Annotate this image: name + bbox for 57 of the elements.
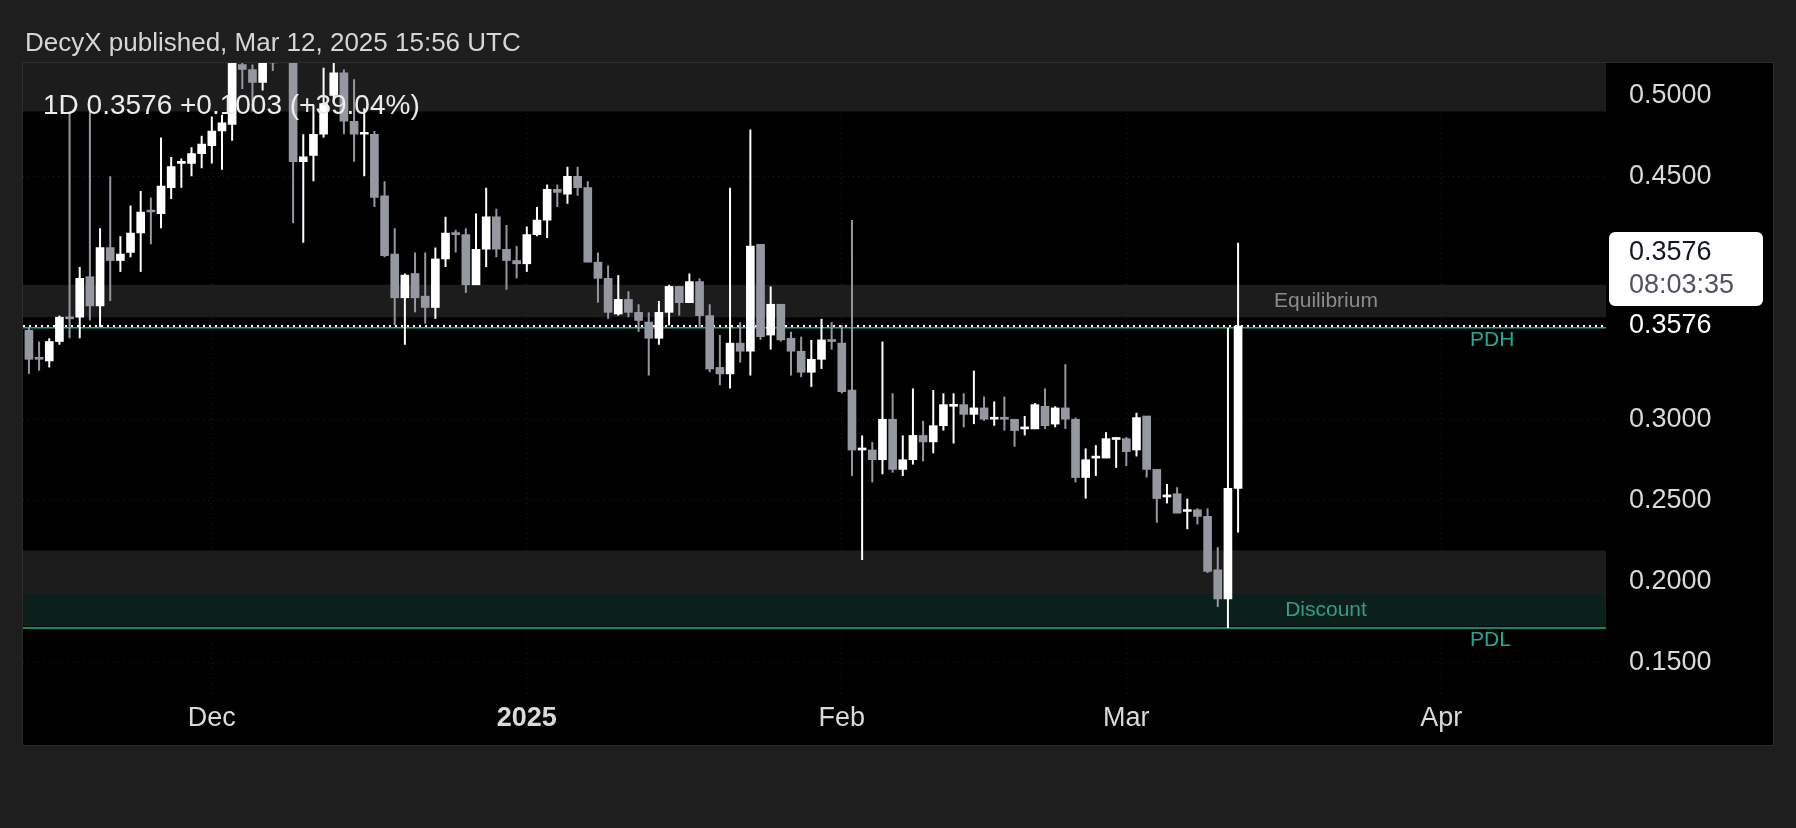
candlestick [674,285,684,317]
candlestick [918,419,928,463]
candlestick [136,189,146,273]
x-tick-label: Apr [1420,702,1463,733]
candlestick [959,392,969,429]
y-tick-label: 0.4500 [1629,159,1712,190]
candlestick [735,321,745,364]
ref-line-label: PDH [1470,327,1515,351]
candlestick [563,165,572,205]
candlestick [979,395,989,422]
candlestick [1172,486,1182,515]
x-tick-label: Dec [187,702,236,733]
y-tick-label: 0.3000 [1629,402,1712,433]
chart-subtitle: DecyX published, Mar 12, 2025 15:56 UTC [25,27,521,57]
band-label: Discount [1285,597,1368,621]
text: 0.3576 [1629,235,1712,266]
candlestick [116,235,125,273]
candlestick [552,183,562,209]
ref-line-label: PDL [1470,627,1511,651]
candlestick [1121,436,1131,468]
candlestick [1111,436,1121,469]
x-tick-label: Mar [1103,702,1150,733]
candlestick [613,274,623,317]
candlestick [715,334,725,387]
x-tick-label: Feb [818,702,866,733]
candlestick [969,369,979,426]
candlestick [685,272,694,304]
candlestick [898,434,908,477]
candlestick [1050,405,1060,429]
candlestick [34,340,44,372]
candlestick [1081,447,1090,500]
candlestick [258,63,267,92]
y-tick-label: 0.2000 [1629,564,1712,595]
candlestick [298,133,308,244]
candlestick [989,400,999,427]
candlestick [166,155,176,201]
candlestick [867,440,877,484]
candlestick [644,311,654,377]
candlestick [593,251,603,304]
candlestick [786,330,796,377]
y-tick-label: 0.5000 [1629,78,1712,109]
text: 08:03:35 [1629,268,1735,299]
candlestick [451,228,461,254]
y-tick-label: 0.2500 [1629,483,1712,514]
candlestick [1182,497,1192,531]
candlestick [532,206,542,238]
candlestick [420,251,430,325]
candlestick [126,204,135,259]
candlestick [827,321,836,351]
y-tick-label: 0.1500 [1629,645,1712,676]
candlestick [1101,431,1111,460]
band-label: Equilibrium [1274,287,1378,311]
candlestick [796,335,806,379]
candlestick [1040,387,1050,430]
candlestick [105,175,115,303]
x-tick-label: 2025 [496,702,557,733]
ref-line-label: 0.3576 [1629,309,1712,340]
